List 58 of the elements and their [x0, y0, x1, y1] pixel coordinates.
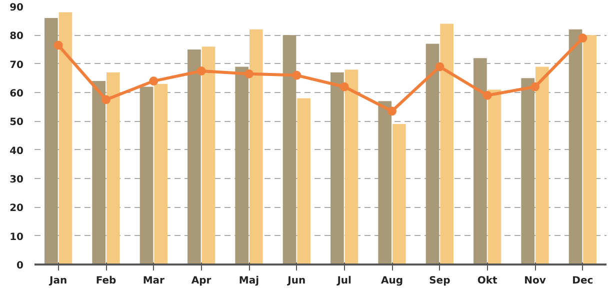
x-tick-label: Apr: [191, 276, 212, 286]
bar: [521, 78, 535, 264]
point: [388, 106, 396, 116]
point: [578, 34, 588, 43]
x-tick-label: Maj: [238, 276, 260, 286]
bar: [378, 101, 392, 264]
bar: [440, 24, 454, 264]
bar: [92, 81, 106, 264]
bar: [344, 70, 358, 264]
y-tick-label: 20: [10, 203, 24, 214]
bar: [474, 58, 487, 264]
point: [54, 40, 63, 50]
y-tick-label: 70: [10, 60, 24, 71]
x-tick-label: Dec: [572, 276, 594, 286]
bar: [106, 72, 120, 264]
y-tick-label: 60: [10, 88, 24, 100]
bar: [235, 66, 249, 264]
bar: [297, 98, 310, 264]
bar: [44, 18, 58, 264]
point: [102, 95, 110, 104]
bar: [202, 46, 216, 264]
x-tick-label: Aug: [380, 276, 404, 286]
x-tick-label: Jun: [286, 276, 306, 286]
point: [292, 70, 302, 80]
y-tick-label: 10: [10, 232, 24, 243]
x-tick-label: Nov: [524, 276, 546, 286]
bar: [58, 12, 72, 264]
bar: [535, 66, 549, 264]
bar: [330, 72, 344, 264]
y-tick-label: 40: [10, 146, 24, 157]
y-tick-label: 90: [10, 2, 24, 14]
bar: [188, 50, 201, 264]
point: [482, 90, 492, 100]
bar: [568, 29, 582, 264]
bar: [282, 35, 296, 264]
x-tick-label: Jan: [48, 276, 68, 286]
x-tick-label: Feb: [96, 276, 116, 286]
bar: [154, 84, 168, 264]
y-tick-label: 0: [16, 260, 24, 272]
y-tick-label: 50: [10, 117, 24, 128]
bar: [488, 90, 502, 264]
x-tick-label: Jul: [336, 276, 352, 286]
bar: [392, 124, 406, 264]
bar: [140, 86, 154, 264]
point: [530, 82, 540, 92]
bar: [583, 35, 596, 264]
point: [435, 62, 444, 72]
point: [340, 82, 349, 92]
y-tick-label: 80: [10, 31, 24, 42]
point: [244, 69, 254, 78]
y-tick-label: 30: [10, 174, 24, 186]
point: [149, 76, 158, 86]
x-tick-label: Okt: [477, 276, 498, 286]
x-tick-label: Sep: [429, 276, 450, 286]
bar: [426, 44, 440, 264]
x-tick-label: Mar: [142, 276, 165, 286]
point: [196, 66, 206, 76]
bar: [249, 29, 263, 264]
